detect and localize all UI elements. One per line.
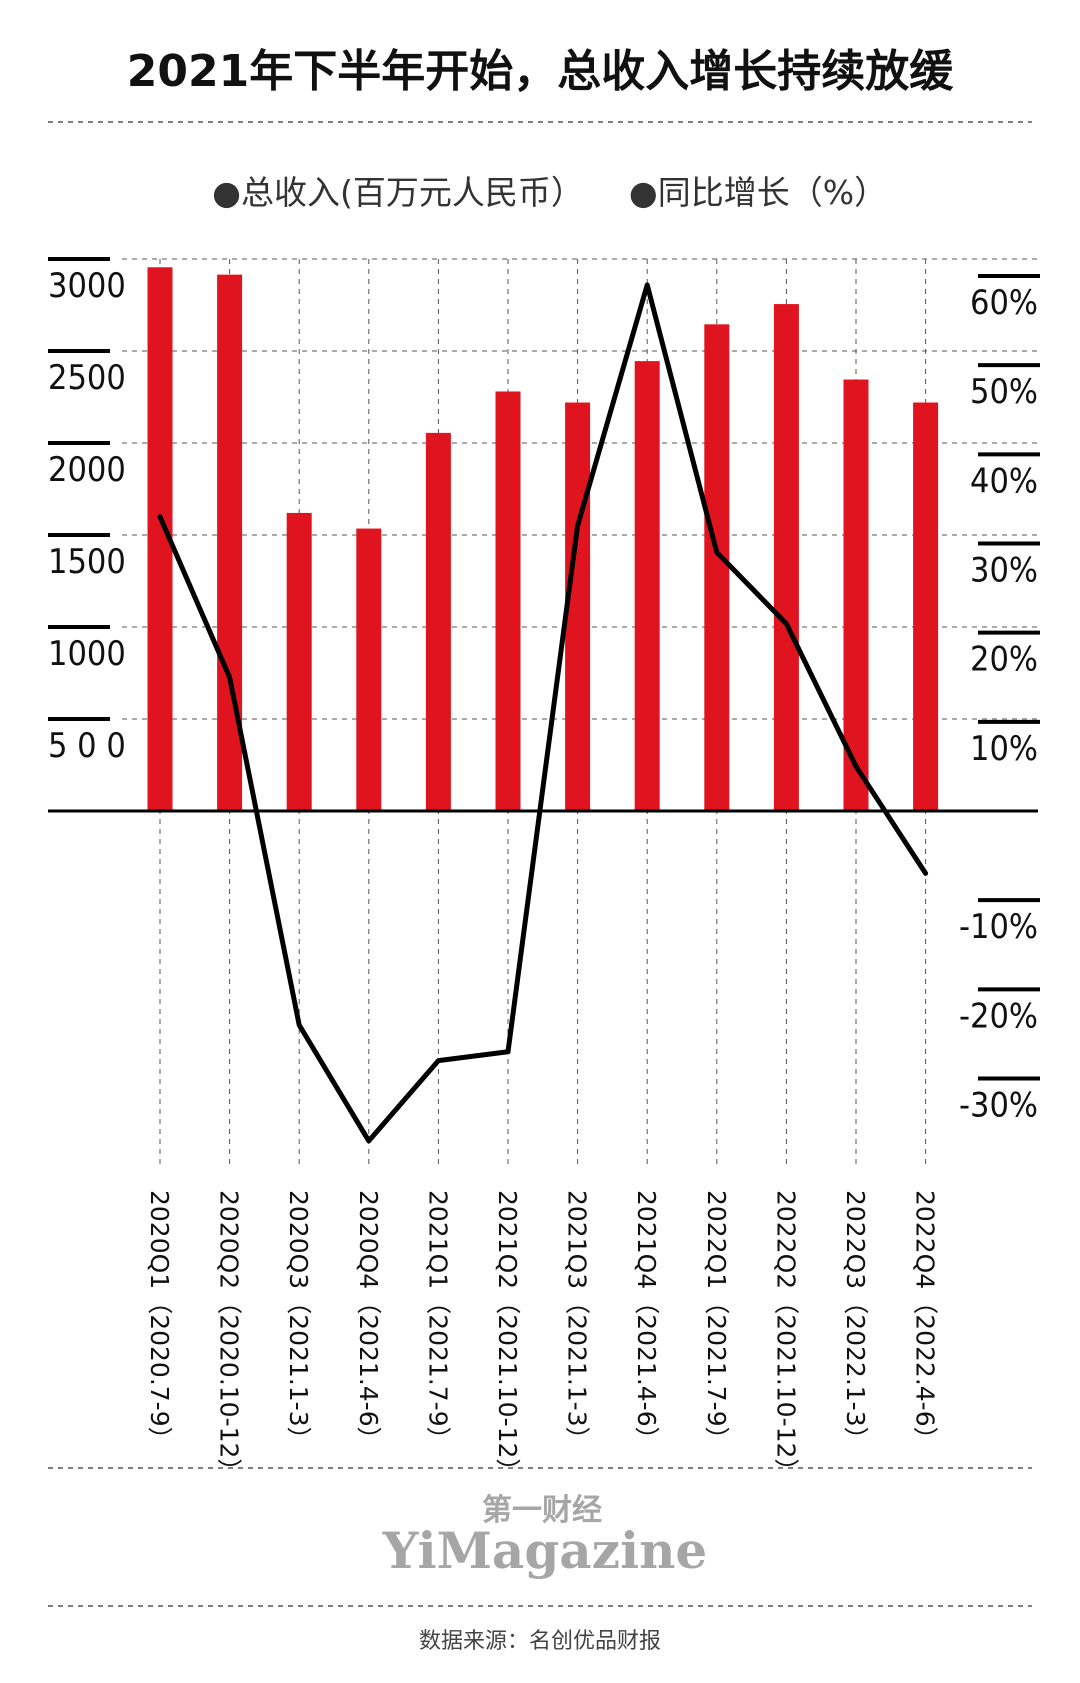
- x-tick-label: 2020Q3（2021.1-3）: [284, 1190, 313, 1452]
- growth-line-path: [157, 282, 929, 1144]
- brand-cn: 第一财经: [482, 1493, 602, 1528]
- x-tick-label: 2021Q1（2021.7-9）: [423, 1190, 452, 1452]
- right-tick-label: 40%: [970, 461, 1038, 501]
- left-tick-label: 2500: [48, 358, 126, 398]
- right-axis: 60% 50% 40% 30% 20% 10% -10% -20% -30%: [959, 274, 1040, 1126]
- right-tick-label: 60%: [970, 283, 1038, 323]
- chart-title: 2021年下半年开始，总收入增长持续放缓: [127, 46, 954, 97]
- right-tick-label: 50%: [970, 372, 1038, 412]
- x-tick-label: 2022Q4（2022.4-6）: [911, 1190, 940, 1452]
- right-tick-label: 30%: [970, 551, 1038, 591]
- left-axis: 3000 2500 2000 1500 1000 5 0 0: [48, 257, 126, 766]
- revenue-bars: [147, 267, 939, 811]
- x-tick-label: 2021Q4（2021.4-6）: [632, 1190, 661, 1452]
- brand-logo: 第一财经 YiMagazine: [382, 1493, 707, 1580]
- revenue-bar: [286, 512, 312, 811]
- revenue-bar: [843, 379, 869, 811]
- revenue-bar: [634, 361, 660, 811]
- revenue-bar: [704, 324, 730, 811]
- x-tick-label: 2022Q1（2021.7-9）: [702, 1190, 731, 1452]
- left-tick-label: 2000: [48, 450, 126, 490]
- source-note: 数据来源：名创优品财报: [419, 1629, 661, 1654]
- revenue-bar: [356, 528, 382, 811]
- growth-line: [157, 282, 929, 1144]
- left-tick-label: 3000: [48, 266, 126, 306]
- left-tick-label: 1000: [48, 634, 126, 674]
- x-tick-label: 2020Q2（2020.10-12）: [215, 1190, 244, 1483]
- left-tick-label: 5 0 0: [48, 726, 126, 766]
- x-tick-label: 2022Q2（2021.10-12）: [771, 1190, 800, 1483]
- x-tick-label: 2022Q3（2022.1-3）: [841, 1190, 870, 1452]
- right-tick-label: -20%: [959, 996, 1038, 1036]
- x-tick-label: 2020Q1（2020.7-9）: [145, 1190, 174, 1452]
- x-tick-label: 2021Q2（2021.10-12）: [493, 1190, 522, 1483]
- revenue-bar: [425, 432, 451, 811]
- left-tick-label: 1500: [48, 542, 126, 582]
- right-tick-label: 20%: [970, 640, 1038, 680]
- x-tick-label: 2020Q4（2021.4-6）: [354, 1190, 383, 1452]
- right-tick-label: -10%: [959, 907, 1038, 947]
- revenue-bar: [773, 304, 799, 811]
- right-tick-label: 10%: [970, 729, 1038, 769]
- brand-en: YiMagazine: [382, 1521, 707, 1580]
- legend-revenue: ●总收入(百万元人民币）: [212, 173, 584, 212]
- legend: ●总收入(百万元人民币） ●同比增长（%）: [212, 173, 887, 212]
- right-tick-label: -30%: [959, 1086, 1038, 1126]
- revenue-bar: [913, 402, 939, 811]
- x-axis-labels: 2020Q1（2020.7-9） 2020Q2（2020.10-12） 2020Q3…: [145, 1190, 940, 1483]
- legend-growth: ●同比增长（%）: [629, 173, 887, 212]
- revenue-bar: [495, 391, 521, 811]
- x-tick-label: 2021Q3（2021.1-3）: [563, 1190, 592, 1452]
